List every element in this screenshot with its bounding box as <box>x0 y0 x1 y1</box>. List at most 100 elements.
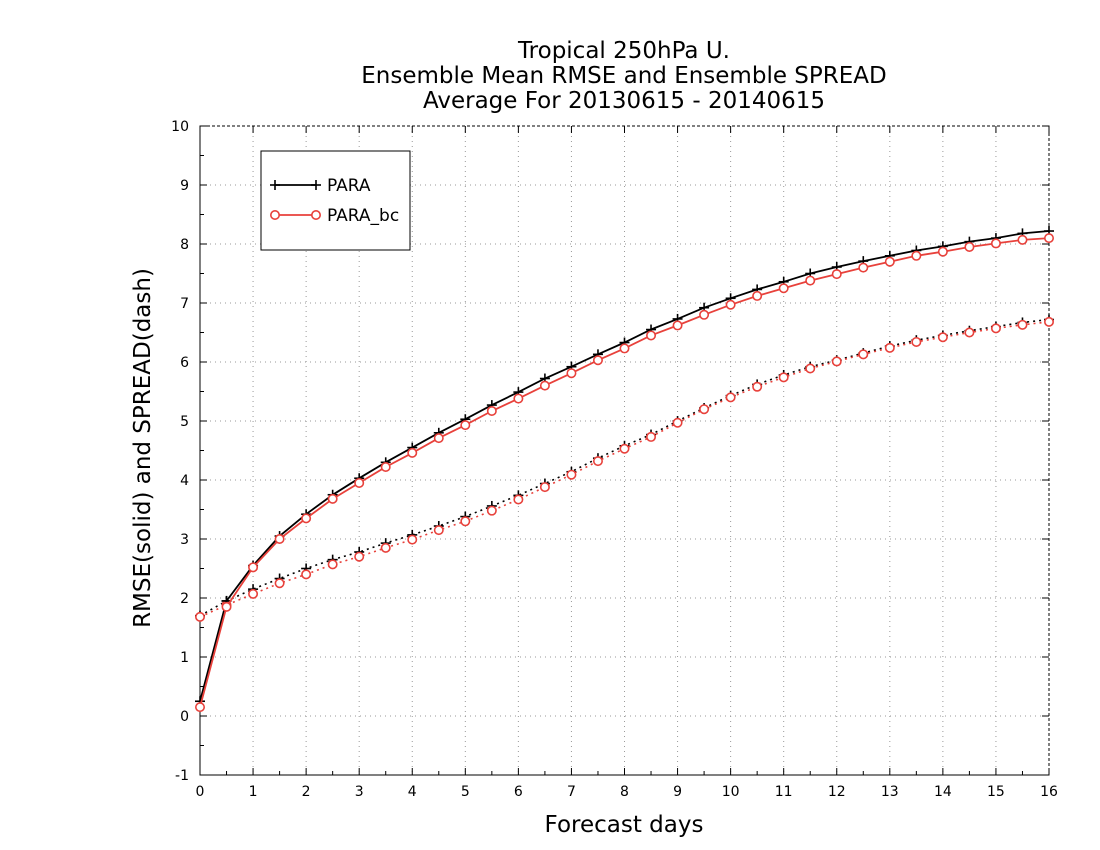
x-tick-label: 3 <box>355 784 364 800</box>
data-point-para-bc-rmse <box>672 320 683 331</box>
series-para-spread <box>195 314 1054 621</box>
data-point-para-bc-spread <box>646 431 657 442</box>
legend-box <box>260 150 411 251</box>
data-point-para-bc-spread <box>1044 316 1055 327</box>
data-point-para-bc-rmse <box>884 256 895 267</box>
y-tick-label: 3 <box>180 532 189 548</box>
legend-item-para-bc: PARA_bc <box>269 206 399 226</box>
x-tick-label: 0 <box>196 784 205 800</box>
data-point-para-bc-rmse <box>407 447 418 458</box>
data-point-para-bc-spread <box>752 381 763 392</box>
chart-title-line-3: Average For 20130615 - 20140615 <box>423 88 825 114</box>
data-point-para-bc-rmse <box>248 562 259 573</box>
data-point-para-bc-rmse <box>858 262 869 273</box>
y-tick-label: 2 <box>180 591 189 607</box>
data-point-para-bc-spread <box>858 349 869 360</box>
series-layer <box>195 226 1055 713</box>
y-tick-label: -1 <box>175 768 189 784</box>
data-point-para-bc-rmse <box>1044 233 1055 244</box>
data-point-para-bc-spread <box>592 456 603 467</box>
data-point-para-bc-rmse <box>725 299 736 310</box>
data-point-para-bc-spread <box>460 516 471 527</box>
y-tick-label: 8 <box>180 237 189 253</box>
data-point-para-bc-spread <box>380 542 391 553</box>
series-para-bc-rmse <box>195 233 1055 713</box>
data-point-para-bc-spread <box>248 588 259 599</box>
data-point-para-bc-spread <box>672 417 683 428</box>
data-point-para-bc-rmse <box>964 241 975 252</box>
data-point-para-bc-spread <box>1017 319 1028 330</box>
data-point-para-bc-spread <box>831 356 842 367</box>
data-point-para-bc-rmse <box>566 368 577 379</box>
legend-marker <box>269 210 280 221</box>
data-point-para-bc-spread <box>539 482 550 493</box>
x-tick-label: 10 <box>722 784 740 800</box>
x-tick-label: 4 <box>408 784 417 800</box>
series-para-rmse <box>195 226 1054 707</box>
y-axis-label: RMSE(solid) and SPREAD(dash) <box>130 268 156 628</box>
data-point-para-bc-rmse <box>195 702 206 713</box>
data-point-para-bc-spread <box>964 327 975 338</box>
data-point-para-bc-rmse <box>327 493 338 504</box>
x-tick-label: 5 <box>461 784 470 800</box>
legend-marker <box>270 180 280 190</box>
data-point-para-bc-spread <box>884 342 895 353</box>
y-tick-label: 10 <box>171 119 189 135</box>
data-point-para-bc-rmse <box>486 405 497 416</box>
y-tick-label: 6 <box>180 355 189 371</box>
data-point-para-bc-rmse <box>805 275 816 286</box>
data-point-para-bc-rmse <box>778 283 789 294</box>
series-para-bc-spread <box>195 316 1055 622</box>
x-tick-label: 15 <box>987 784 1005 800</box>
x-tick-label: 7 <box>567 784 576 800</box>
data-point-para-bc-spread <box>619 443 630 454</box>
data-point-para-bc-rmse <box>592 355 603 366</box>
chart-title: Tropical 250hPa U. Ensemble Mean RMSE an… <box>361 38 886 114</box>
data-point-para-bc-rmse <box>460 420 471 431</box>
data-point-para-bc-rmse <box>221 601 232 612</box>
data-point-para-bc-rmse <box>699 309 710 320</box>
data-point-para-bc-spread <box>354 551 365 562</box>
x-tick-label: 8 <box>620 784 629 800</box>
y-tick-label: 5 <box>180 414 189 430</box>
x-axis-label: Forecast days <box>545 812 704 838</box>
data-point-para-bc-rmse <box>513 393 524 404</box>
x-tick-label: 2 <box>302 784 311 800</box>
data-point-para-bc-spread <box>301 569 312 580</box>
x-tick-label: 1 <box>249 784 258 800</box>
data-point-para-bc-rmse <box>752 290 763 301</box>
y-tick-label: 0 <box>180 709 189 725</box>
y-tick-label: 1 <box>180 650 189 666</box>
x-tick-label: 12 <box>828 784 846 800</box>
data-point-para-bc-spread <box>566 469 577 480</box>
data-point-para-bc-rmse <box>937 246 948 257</box>
y-tick-label: 9 <box>180 178 189 194</box>
data-point-para-bc-spread <box>486 505 497 516</box>
gridlines <box>200 126 1049 775</box>
x-tick-label: 6 <box>514 784 523 800</box>
legend-label-para-bc: PARA_bc <box>327 206 399 226</box>
y-tick-label: 7 <box>180 296 189 312</box>
data-point-para-bc-spread <box>937 332 948 343</box>
x-tick-label: 9 <box>673 784 682 800</box>
data-point-para-bc-rmse <box>274 533 285 544</box>
legend: PARA PARA_bc <box>260 150 411 251</box>
data-point-para-bc-rmse <box>619 343 630 354</box>
y-tick-label: 4 <box>180 473 189 489</box>
data-point-para-bc-spread <box>433 525 444 536</box>
data-point-para-bc-spread <box>327 559 338 570</box>
legend-item-para: PARA <box>270 176 371 196</box>
chart-title-line-2: Ensemble Mean RMSE and Ensemble SPREAD <box>361 63 886 89</box>
data-point-para-bc-rmse <box>539 380 550 391</box>
data-point-para-bc-rmse <box>1017 234 1028 245</box>
data-point-para-bc-spread <box>911 336 922 347</box>
legend-marker <box>311 180 321 190</box>
x-tick-label: 16 <box>1040 784 1058 800</box>
data-point-para-bc-spread <box>778 372 789 383</box>
chart-title-line-1: Tropical 250hPa U. <box>517 38 730 64</box>
data-point-para-bc-rmse <box>911 250 922 261</box>
x-tick-label: 13 <box>881 784 899 800</box>
x-tick-label: 11 <box>775 784 793 800</box>
data-point-para-bc-rmse <box>831 269 842 280</box>
